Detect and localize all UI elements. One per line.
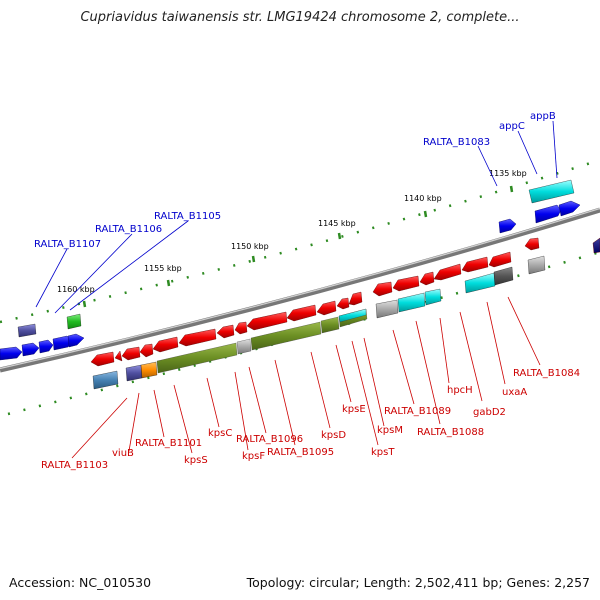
gene-label-RALTA_B1084: RALTA_B1084	[513, 368, 580, 379]
gene-label-RALTA_B1101: RALTA_B1101	[135, 438, 202, 449]
reverse-cog-boxes	[92, 255, 546, 390]
gene-label-RALTA_B1103: RALTA_B1103	[41, 460, 108, 471]
cog-box	[493, 266, 514, 286]
reverse-genes[interactable]	[90, 237, 600, 367]
forward-label-leaders	[35, 120, 558, 314]
gene-label-gabD2: gabD2	[473, 407, 506, 418]
accession-label: Accession: NC_010530	[9, 575, 152, 590]
topology-summary: Topology: circular; Length: 2,502,411 bp…	[246, 575, 590, 590]
gene-label-kpsD: kpsD	[321, 430, 346, 441]
gene-arrow-forward	[21, 342, 40, 357]
gene-arrow-reverse	[348, 291, 363, 306]
forward-gene-labels: appB appC RALTA_B1083 RALTA_B1105 RALTA_…	[34, 111, 556, 250]
gene-arrow-reverse	[216, 324, 235, 339]
gene-arrow-reverse	[121, 346, 141, 361]
cog-box	[527, 255, 546, 275]
scale-label-1155: 1155 kbp	[144, 264, 182, 273]
scale-label-1140: 1140 kbp	[404, 194, 442, 203]
gene-label-RALTA_B1107: RALTA_B1107	[34, 239, 101, 250]
gene-label-RALTA_B1096: RALTA_B1096	[236, 434, 303, 445]
gene-label-RALTA_B1106: RALTA_B1106	[95, 224, 162, 235]
cog-box	[464, 272, 496, 294]
reverse-label-leaders	[71, 296, 541, 459]
gene-label-hpcH: hpcH	[447, 385, 473, 396]
cog-box	[125, 364, 143, 382]
cog-box	[17, 323, 37, 338]
gene-arrow-reverse	[139, 343, 154, 358]
gene-label-RALTA_B1088: RALTA_B1088	[417, 427, 484, 438]
gene-arrow-forward	[498, 218, 517, 234]
scale-labels: 1135 kbp 1140 kbp 1145 kbp 1150 kbp 1155…	[57, 169, 527, 294]
gene-arrow-forward	[558, 200, 581, 217]
gene-arrow-reverse	[392, 275, 420, 292]
gene-arrow-reverse	[316, 300, 337, 316]
gene-label-RALTA_B1095: RALTA_B1095	[267, 447, 334, 458]
gene-label-appC: appC	[499, 121, 525, 132]
gene-arrow-reverse	[419, 271, 435, 286]
cog-box	[375, 299, 399, 319]
gene-arrow-forward	[38, 339, 54, 354]
gene-label-kpsC: kpsC	[208, 428, 232, 439]
scale-label-1135: 1135 kbp	[489, 169, 527, 178]
chromosome-backbone	[0, 207, 600, 373]
cog-box	[528, 179, 575, 204]
gene-label-kpsM: kpsM	[377, 425, 403, 436]
gene-arrow-reverse	[178, 328, 217, 347]
gene-arrow-reverse	[286, 304, 317, 322]
gene-arrow-reverse	[372, 281, 393, 297]
cog-box	[424, 288, 442, 306]
gene-arrow-reverse	[488, 251, 512, 268]
capsule-cluster-bar	[156, 308, 368, 374]
cog-box	[66, 313, 82, 330]
scale-label-1150: 1150 kbp	[231, 242, 269, 251]
gene-label-uxaA: uxaA	[502, 387, 527, 398]
gene-arrow-reverse	[592, 237, 600, 254]
gene-arrow-forward	[0, 346, 23, 361]
gene-arrow-reverse	[524, 237, 540, 251]
gene-arrow-forward	[67, 333, 85, 348]
scale-label-1145: 1145 kbp	[318, 219, 356, 228]
gene-arrow-reverse	[461, 256, 489, 273]
gene-label-kpsS: kpsS	[184, 455, 208, 466]
scale-label-1160: 1160 kbp	[57, 285, 95, 294]
map-title: Cupriavidus taiwanensis str. LMG19424 ch…	[80, 10, 520, 25]
gene-arrow-forward	[534, 204, 562, 224]
forward-cog-boxes	[17, 179, 575, 338]
reverse-gene-labels: RALTA_B1084 uxaA gabD2 hpcH RALTA_B1088 …	[41, 368, 580, 471]
gene-arrow-reverse	[114, 350, 123, 362]
gene-label-appB: appB	[530, 111, 556, 122]
cog-box	[140, 361, 158, 379]
gene-label-RALTA_B1105: RALTA_B1105	[154, 211, 221, 222]
cog-box	[92, 370, 119, 390]
forward-genes[interactable]	[0, 200, 581, 361]
gene-label-RALTA_B1089: RALTA_B1089	[384, 406, 451, 417]
gene-arrow-reverse	[246, 311, 288, 331]
cog-box	[397, 292, 426, 313]
gene-label-kpsF: kpsF	[242, 451, 265, 462]
gene-arrow-reverse	[433, 263, 462, 281]
gene-arrow-reverse	[234, 321, 248, 335]
gene-label-viuB: viuB	[112, 448, 134, 459]
gene-label-RALTA_B1083: RALTA_B1083	[423, 137, 490, 148]
scale-ticks	[82, 185, 514, 308]
gene-arrow-reverse	[152, 336, 179, 353]
gene-label-kpsE: kpsE	[342, 404, 366, 415]
gene-arrow-reverse	[336, 297, 350, 310]
gene-arrow-reverse	[90, 351, 115, 367]
gene-label-kpsT: kpsT	[371, 447, 395, 458]
